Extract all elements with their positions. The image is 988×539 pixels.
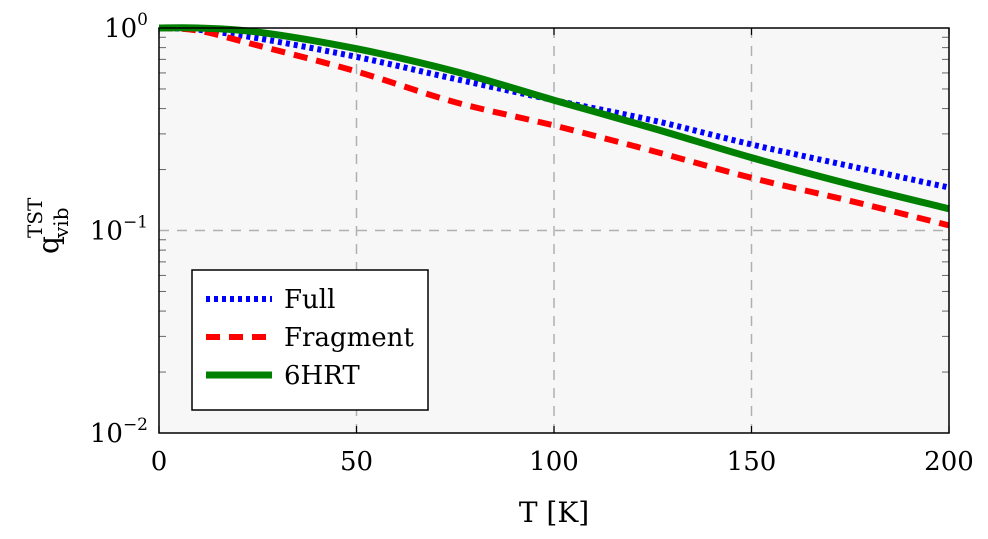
plot-frame	[158, 27, 950, 434]
y-label-sup: TST	[23, 197, 47, 238]
y-axis-label: q vib TST	[23, 197, 73, 254]
legend-label: 6HRT	[284, 361, 360, 391]
x-tick-label: 200	[924, 447, 974, 477]
series-line-6hrt	[158, 24, 950, 213]
legend-label: Fragment	[284, 323, 414, 353]
y-tick-label: 10−1	[90, 213, 148, 247]
x-tick-label: 100	[529, 447, 579, 477]
legend: Full Fragment 6HRT	[191, 269, 429, 411]
y-tick-label: 10−2	[90, 415, 148, 449]
grid	[159, 28, 949, 433]
y-label-sub: vib	[49, 208, 73, 240]
x-tick-label: 50	[340, 447, 373, 477]
y-tick-labels: 100 10−1 10−2	[90, 10, 148, 449]
x-tick-labels: 0 50 100 150 200	[151, 447, 974, 477]
series-line-fragment	[158, 25, 950, 229]
y-label-base: q	[32, 236, 65, 254]
x-axis-label: T [K]	[519, 496, 589, 529]
y-tick-label: 100	[104, 10, 148, 44]
legend-label: Full	[284, 285, 335, 315]
series-lines	[158, 24, 950, 229]
x-tick-label: 0	[151, 447, 168, 477]
x-tick-label: 150	[727, 447, 777, 477]
